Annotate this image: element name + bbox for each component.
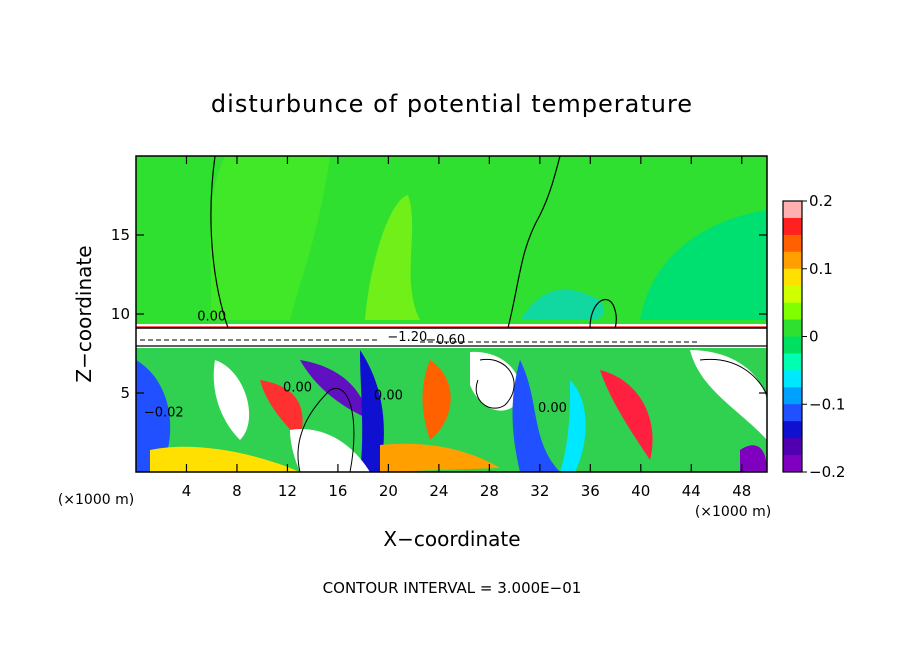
colorbar-segment <box>783 455 802 473</box>
x-axis-label: X−coordinate <box>383 527 520 551</box>
eddy-red-3 <box>600 370 653 460</box>
x-tick-label: 4 <box>182 482 192 500</box>
contour-lower-3 <box>699 358 767 396</box>
contour-lower-2 <box>475 359 515 409</box>
y-tick-label: 10 <box>111 305 130 323</box>
x-tick-label: 28 <box>480 482 499 500</box>
colorbar-segment <box>783 370 802 388</box>
contour-label: 0.00 <box>538 401 567 416</box>
y-tick-label: 5 <box>120 384 130 402</box>
colorbar-segment <box>783 421 802 439</box>
colorbar-tick-label: 0.1 <box>809 260 833 278</box>
colorbar-segment <box>783 438 802 456</box>
contour-label: 0.00 <box>283 380 312 395</box>
eddy-white-2 <box>470 351 521 411</box>
colorbar-segment <box>783 285 802 304</box>
eddy-red-1 <box>260 380 303 440</box>
contour-inversion-dashed <box>140 339 700 343</box>
eddy-red-2 <box>422 360 451 440</box>
colorbar-segment <box>783 319 802 337</box>
x-axis: 4 8 12 16 20 24 28 32 36 40 44 48 <box>182 156 751 500</box>
contour-labels: 0.00 0.00 0.00 0.00 −0.02 −1.20−0.60 <box>144 309 567 420</box>
y-axis-label: Z−coordinate <box>72 245 96 382</box>
colorbar-segment <box>783 234 802 253</box>
eddy-white-1 <box>213 360 250 440</box>
contour-interval-note: CONTOUR INTERVAL = 3.000E−01 <box>323 579 582 597</box>
eddy-blue-2 <box>360 350 384 472</box>
contour-label: −1.20 <box>387 330 427 345</box>
colorbar-segment <box>783 201 802 219</box>
x-tick-label: 32 <box>530 482 549 500</box>
eddy-yellow-1 <box>150 446 300 472</box>
colorbar: 0.2 0.1 0 −0.1 −0.2 <box>782 192 845 481</box>
plot-area <box>136 156 767 472</box>
contour-zero-left <box>210 156 229 329</box>
x-tick-label: 40 <box>631 482 650 500</box>
colorbar-segment <box>783 387 802 405</box>
cool-patch-right2 <box>520 289 605 320</box>
colorbar-tick-label: −0.1 <box>809 395 845 413</box>
colorbar-tick-label: −0.2 <box>809 463 845 481</box>
eddy-white-3 <box>690 350 767 440</box>
colorbar-segment <box>783 336 802 354</box>
cool-patch-right <box>640 210 767 320</box>
x-tick-label: 44 <box>682 482 701 500</box>
contour-zero-right <box>507 156 561 329</box>
warm-plume-left <box>210 156 330 320</box>
colorbar-segment <box>783 353 802 371</box>
colorbar-tick-label: 0 <box>809 328 819 346</box>
x-tick-label: 8 <box>232 482 242 500</box>
contour-dome <box>589 298 617 329</box>
x-unit-label-left: (×1000 m) <box>58 492 134 508</box>
colorbar-segment <box>783 404 802 422</box>
colorbar-segment <box>783 268 802 287</box>
eddy-blue-1 <box>136 360 171 472</box>
x-tick-label: 12 <box>278 482 297 500</box>
colorbar-segment <box>783 217 802 236</box>
contour-label: −0.02 <box>144 406 184 421</box>
x-tick-label: 20 <box>379 482 398 500</box>
x-tick-label: 36 <box>581 482 600 500</box>
inversion-line <box>136 326 767 328</box>
contour-lower-1 <box>297 387 355 472</box>
eddy-orange-2 <box>380 443 500 472</box>
contour-label: 0.00 <box>197 309 226 324</box>
chart-title: disturbunce of potential temperature <box>211 90 693 118</box>
y-axis: 5 10 15 <box>111 226 767 402</box>
eddy-cyan-1 <box>560 380 586 472</box>
eddy-white-4 <box>290 429 370 472</box>
warm-plume-center <box>365 195 420 320</box>
eddy-blue-3 <box>512 360 560 472</box>
contour-label: 0.00 <box>374 388 403 403</box>
eddy-purple-1 <box>300 360 370 420</box>
contour-label: −0.60 <box>425 333 465 348</box>
colorbar-tick-label: 0.2 <box>809 192 833 210</box>
colorbar-segment <box>783 302 802 321</box>
y-tick-label: 15 <box>111 226 130 244</box>
eddy-purple-2 <box>740 445 767 472</box>
x-tick-label: 24 <box>429 482 448 500</box>
colorbar-segment <box>783 251 802 270</box>
x-unit-label-right: (×1000 m) <box>695 504 771 520</box>
x-tick-label: 48 <box>732 482 751 500</box>
x-tick-label: 16 <box>328 482 347 500</box>
